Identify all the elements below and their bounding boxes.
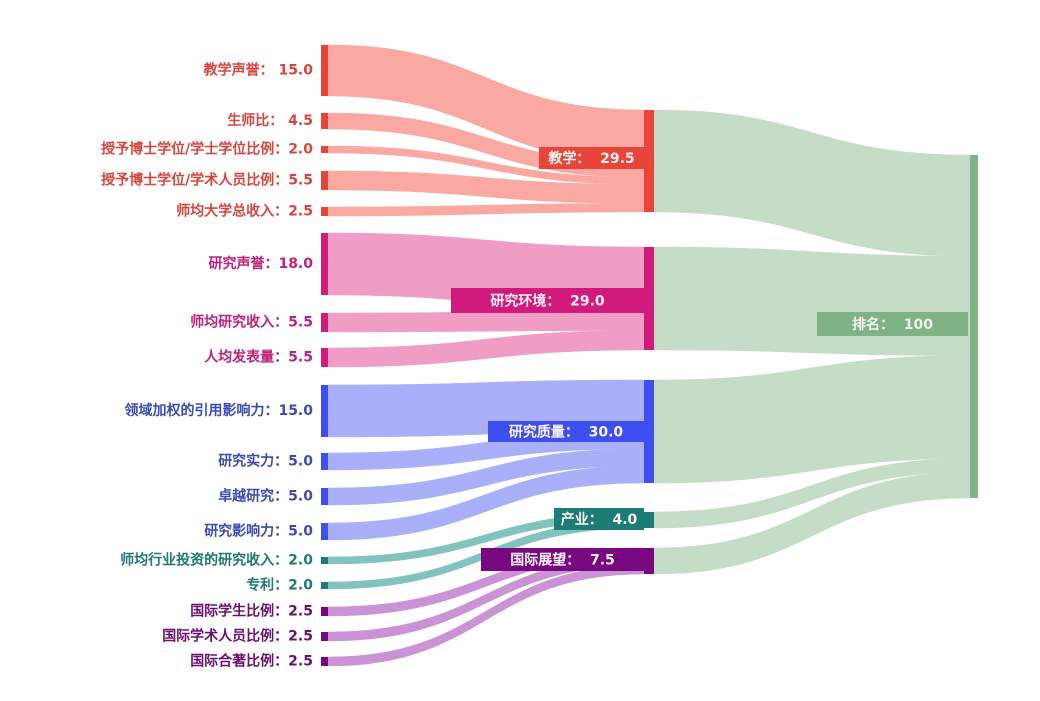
node-label-research_reputation: 研究声誉：18.0 bbox=[208, 255, 313, 272]
node-bar-industry bbox=[644, 512, 654, 528]
node-bar-research_strength bbox=[321, 453, 328, 470]
node-bar-ranking bbox=[970, 155, 978, 498]
flow-link-research_income-to-research_env bbox=[327, 310, 645, 333]
flows-layer bbox=[327, 44, 971, 667]
flow-link-institutional_income-to-teaching bbox=[327, 203, 645, 217]
node-label-research_env: 研究环境： 29.0 bbox=[490, 293, 605, 310]
label-box-research_quality bbox=[488, 421, 644, 442]
flow-link-research_productivity-to-research_env bbox=[327, 330, 645, 368]
node-bar-intl_staff bbox=[321, 632, 328, 641]
node-bar-citation_impact bbox=[321, 385, 328, 437]
node-bar-patents bbox=[321, 582, 328, 589]
node-label-ranking: 排名： 100 bbox=[852, 316, 933, 333]
node-bar-research_reputation bbox=[321, 233, 328, 295]
node-label-student_staff_ratio: 生师比： 4.5 bbox=[227, 112, 313, 129]
node-label-research_influence: 研究影响力：5.0 bbox=[204, 523, 313, 540]
node-label-international: 国际展望： 7.5 bbox=[510, 552, 615, 569]
node-label-research_productivity: 人均发表量：5.5 bbox=[204, 349, 313, 366]
node-label-teaching_reputation: 教学声誉： 15.0 bbox=[204, 62, 314, 79]
node-bar-intl_students bbox=[321, 607, 328, 616]
label-box-industry bbox=[554, 508, 644, 530]
flow-link-teaching-to-ranking bbox=[653, 109, 971, 257]
node-bar-teaching bbox=[644, 110, 654, 212]
node-label-institutional_income: 师均大学总收入：2.5 bbox=[176, 203, 313, 220]
node-bar-international bbox=[644, 548, 654, 574]
node-label-intl_coauthorship: 国际合著比例：2.5 bbox=[190, 653, 313, 670]
label-box-international bbox=[481, 548, 644, 571]
node-bar-research_income bbox=[321, 313, 328, 332]
node-bar-research_excellence bbox=[321, 488, 328, 505]
node-label-teaching: 教学： 29.5 bbox=[548, 150, 634, 167]
node-bar-doctorate_bachelor_ratio bbox=[321, 146, 328, 153]
node-bar-doctorate_staff_ratio bbox=[321, 171, 328, 190]
node-label-intl_staff: 国际学术人员比例：2.5 bbox=[162, 628, 313, 645]
node-label-intl_students: 国际学生比例：2.5 bbox=[190, 603, 313, 620]
node-label-patents: 专利：2.0 bbox=[246, 577, 313, 594]
node-label-research_strength: 研究实力：5.0 bbox=[218, 453, 313, 470]
node-bar-institutional_income bbox=[321, 207, 328, 216]
labels-layer: 教学声誉： 15.0 生师比： 4.5 授予博士学位/学士学位比例：2.0 授予博士学… bbox=[101, 62, 968, 670]
node-bar-intl_coauthorship bbox=[321, 657, 328, 666]
label-box-teaching bbox=[539, 147, 644, 169]
node-bar-research_quality bbox=[644, 380, 654, 483]
flow-link-research_env-to-ranking bbox=[653, 246, 971, 356]
node-bar-research_influence bbox=[321, 523, 328, 540]
node-bar-research_env bbox=[644, 247, 654, 350]
label-box-ranking bbox=[817, 312, 968, 336]
node-bar-industry_income bbox=[321, 557, 328, 564]
label-box-research_env bbox=[451, 288, 644, 313]
node-label-research_income: 师均研究收入：5.5 bbox=[190, 314, 313, 331]
node-bar-teaching_reputation bbox=[321, 45, 328, 96]
node-label-industry: 产业： 4.0 bbox=[561, 511, 638, 528]
node-label-research_excellence: 卓越研究：5.0 bbox=[218, 488, 313, 505]
node-bar-student_staff_ratio bbox=[321, 113, 328, 129]
node-bar-research_productivity bbox=[321, 348, 328, 367]
node-label-doctorate_bachelor_ratio: 授予博士学位/学士学位比例：2.0 bbox=[101, 141, 313, 158]
node-label-industry_income: 师均行业投资的研究收入：2.0 bbox=[120, 552, 313, 569]
node-label-doctorate_staff_ratio: 授予博士学位/学术人员比例：5.5 bbox=[101, 172, 313, 189]
node-label-citation_impact: 领域加权的引用影响力：15.0 bbox=[124, 402, 313, 419]
nodes-layer bbox=[321, 45, 978, 666]
node-label-research_quality: 研究质量： 30.0 bbox=[509, 424, 624, 441]
